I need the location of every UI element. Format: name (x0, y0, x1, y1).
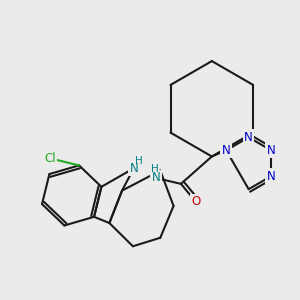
Text: N: N (152, 172, 160, 184)
Text: Cl: Cl (44, 152, 56, 165)
Text: H: H (151, 164, 158, 173)
Text: N: N (244, 131, 253, 144)
Text: H: H (135, 156, 143, 166)
Text: N: N (222, 144, 231, 157)
Text: N: N (129, 162, 138, 175)
Text: O: O (191, 195, 200, 208)
Text: N: N (267, 144, 275, 157)
Text: N: N (267, 170, 275, 183)
